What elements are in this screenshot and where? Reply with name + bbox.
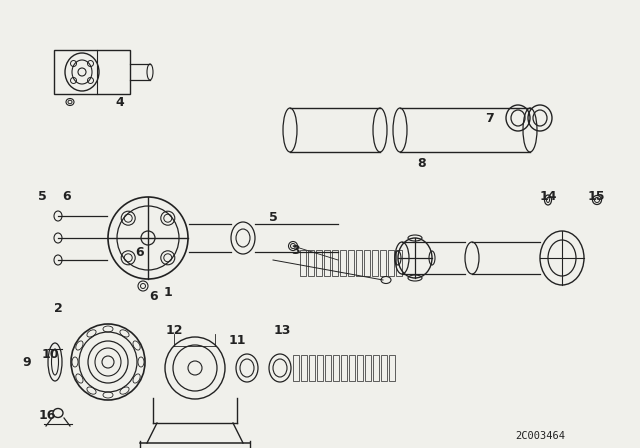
Bar [396,250,402,276]
Bar [333,355,339,381]
Bar [309,355,315,381]
Text: 6: 6 [136,246,144,258]
Bar [317,355,323,381]
Bar [389,355,395,381]
Bar [341,355,347,381]
Bar [372,250,378,276]
Text: 16: 16 [38,409,56,422]
Text: 4: 4 [116,95,124,108]
Bar [373,355,379,381]
Bar [300,250,306,276]
Text: 14: 14 [540,190,557,202]
Text: 5: 5 [38,190,46,202]
Bar [325,355,331,381]
Text: 6: 6 [150,289,158,302]
Text: 10: 10 [41,348,59,361]
Bar [364,250,370,276]
Text: 9: 9 [22,356,31,369]
Bar [356,250,362,276]
Bar [54,50,130,94]
Bar [293,355,299,381]
Text: 12: 12 [165,323,183,336]
Text: 13: 13 [273,323,291,336]
Bar [381,355,387,381]
Text: 1: 1 [164,285,172,298]
Bar [308,250,314,276]
Text: 15: 15 [588,190,605,202]
Bar [316,250,322,276]
Bar [349,355,355,381]
Bar [388,250,394,276]
Text: 3: 3 [291,244,300,257]
Bar [357,355,363,381]
Bar [332,250,338,276]
Bar [324,250,330,276]
Text: 7: 7 [486,112,494,125]
Bar [301,355,307,381]
Text: 8: 8 [418,156,426,169]
Bar [365,355,371,381]
Text: 6: 6 [63,190,71,202]
Text: 2C003464: 2C003464 [515,431,565,441]
Bar [348,250,354,276]
Text: 2: 2 [54,302,62,314]
Text: 5: 5 [269,211,277,224]
Bar [380,250,386,276]
Bar [340,250,346,276]
Text: 11: 11 [228,333,246,346]
